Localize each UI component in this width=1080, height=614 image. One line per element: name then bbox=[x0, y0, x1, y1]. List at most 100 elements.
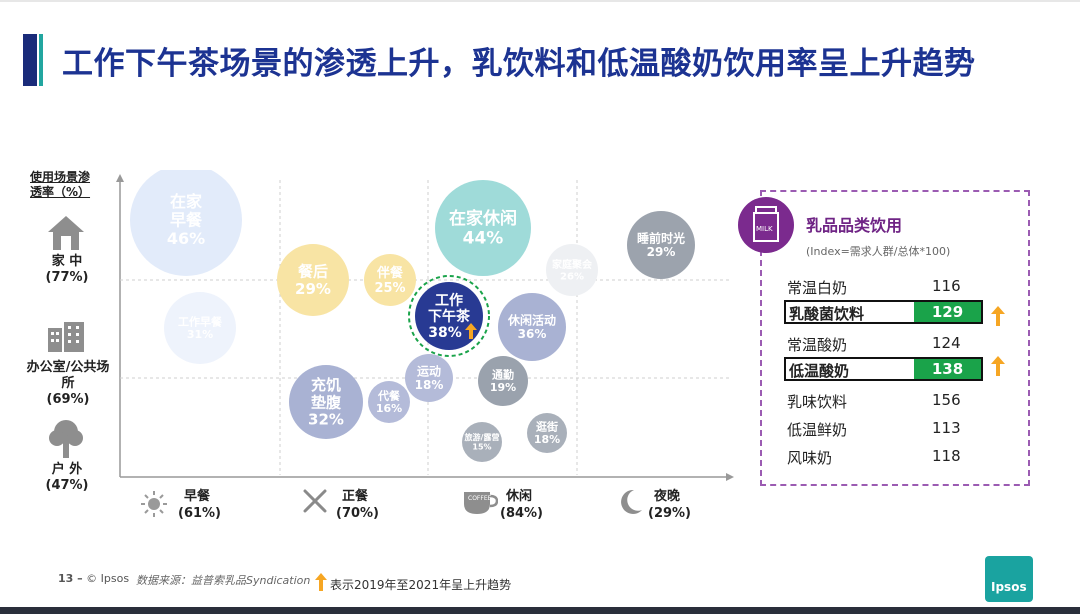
x-category-label: 正餐 bbox=[342, 489, 369, 504]
house-icon bbox=[48, 216, 84, 250]
bubble-value: 46% bbox=[167, 229, 205, 248]
top-divider bbox=[0, 0, 1080, 2]
bubble-label: 在家 bbox=[170, 192, 203, 211]
row-value: 129 bbox=[914, 302, 981, 322]
trend-up-arrow-icon bbox=[991, 356, 1005, 376]
x-category-label: 休闲 bbox=[506, 489, 533, 504]
x-category-breakfast: 早餐 (61%) bbox=[178, 488, 221, 522]
trend-up-arrow-icon bbox=[315, 573, 327, 591]
milk-carton-icon: MILK bbox=[738, 197, 794, 253]
y-category-label: 办公室/公共场所 bbox=[26, 360, 110, 391]
bubble-circle bbox=[289, 365, 363, 439]
bubble-label: 旅游/露营 bbox=[465, 432, 500, 442]
row-name: 低温酸奶 bbox=[789, 362, 850, 380]
row-value: 156 bbox=[932, 391, 961, 409]
bubble-value: 29% bbox=[295, 280, 331, 298]
dairy-category-panel bbox=[760, 190, 1030, 486]
svg-text:COFFEE: COFFEE bbox=[468, 495, 492, 502]
footer-source: 数据来源：益普索乳品Syndication bbox=[136, 572, 310, 588]
bubble-label: 逛街 bbox=[536, 420, 558, 434]
y-category-home: 家 中 (77%) bbox=[32, 254, 102, 286]
bubble-value: 44% bbox=[463, 229, 504, 249]
x-category-value: (29%) bbox=[648, 506, 691, 521]
row-value: 138 bbox=[914, 359, 981, 379]
row-value: 113 bbox=[932, 419, 961, 437]
highlight-ring bbox=[408, 275, 490, 357]
page-number: 13 – bbox=[58, 572, 83, 585]
bubble-label: 充饥 bbox=[311, 376, 341, 394]
row-name: 常温白奶 bbox=[787, 279, 848, 297]
title-accent-bar-secondary bbox=[39, 34, 43, 86]
logo-text: Ipsos bbox=[991, 580, 1027, 594]
x-category-label: 早餐 bbox=[184, 489, 211, 504]
bubble-circle bbox=[435, 180, 531, 276]
y-axis-header: 使用场景渗透率（%） bbox=[30, 170, 91, 199]
row-value: 118 bbox=[932, 447, 961, 465]
bubble-circle bbox=[364, 254, 416, 306]
bubble-label: 代餐 bbox=[377, 389, 401, 403]
y-category-label: 户 外 bbox=[51, 462, 83, 477]
row-name: 乳酸菌饮料 bbox=[789, 305, 865, 323]
bubble-value: 25% bbox=[374, 281, 405, 296]
bubble-circle bbox=[405, 354, 453, 402]
bubble-circle bbox=[368, 381, 410, 423]
moon-icon bbox=[621, 489, 642, 514]
row-name: 乳味饮料 bbox=[787, 393, 848, 411]
bubble-label: 伴餐 bbox=[376, 265, 404, 281]
panel-subtitle: (Index=需求人群/总体*100) bbox=[806, 245, 951, 258]
bubble-circle bbox=[130, 170, 242, 276]
bubble-label: 早餐 bbox=[170, 211, 203, 230]
y-axis-arrow bbox=[116, 174, 124, 182]
bubble-circle bbox=[164, 292, 236, 364]
coffee-cup-icon: COFFEE bbox=[464, 492, 498, 514]
bubble-value: 18% bbox=[534, 433, 560, 446]
bubble-circle bbox=[527, 413, 567, 453]
scenario-bubble-chart: 在家早餐46%工作早餐31%餐后29%伴餐25%充饥垫腹32%代餐16%工作下午… bbox=[116, 170, 734, 481]
bubble-circle bbox=[277, 244, 349, 316]
y-category-value: (77%) bbox=[45, 270, 89, 285]
office-building-icon bbox=[48, 322, 84, 352]
y-category-label: 家 中 bbox=[51, 254, 83, 269]
sun-icon bbox=[141, 491, 167, 517]
row-name: 低温鲜奶 bbox=[787, 421, 848, 439]
panel-row-highlighted: 低温酸奶 138 bbox=[784, 357, 983, 381]
y-category-office: 办公室/公共场所 (69%) bbox=[22, 360, 114, 408]
panel-row: 常温白奶 116 bbox=[784, 274, 984, 298]
row-value: 124 bbox=[932, 334, 961, 352]
bubble-circle bbox=[462, 422, 502, 462]
bubble-circle bbox=[627, 211, 695, 279]
row-name: 风味奶 bbox=[787, 449, 833, 467]
bubble-circle bbox=[415, 282, 483, 350]
bubble-label: 工作 bbox=[435, 292, 463, 309]
panel-row: 乳味饮料 156 bbox=[784, 388, 984, 412]
tree-icon bbox=[49, 420, 83, 458]
bubble-value: 38% bbox=[428, 325, 462, 341]
bubble-value: 26% bbox=[560, 271, 584, 282]
bubble-circle bbox=[478, 356, 528, 406]
row-name: 常温酸奶 bbox=[787, 336, 848, 354]
bubble-value: 16% bbox=[376, 402, 402, 415]
y-category-value: (47%) bbox=[45, 478, 89, 493]
bubble-label: 在家休闲 bbox=[449, 208, 517, 229]
footer-page-number: 13 – © Ipsos bbox=[58, 572, 129, 585]
x-category-meal: 正餐 (70%) bbox=[336, 488, 379, 522]
bubble-label: 通勤 bbox=[492, 368, 514, 382]
trend-up-arrow-icon bbox=[465, 323, 477, 339]
bubble-value: 29% bbox=[647, 245, 676, 259]
bubble-label: 运动 bbox=[417, 364, 441, 378]
bubble-value: 32% bbox=[308, 411, 344, 429]
bottom-bar bbox=[0, 607, 1080, 614]
x-category-night: 夜晚 (29%) bbox=[648, 488, 691, 522]
panel-title: 乳品品类饮用 bbox=[806, 216, 903, 235]
panel-row: 常温酸奶 124 bbox=[784, 331, 984, 355]
